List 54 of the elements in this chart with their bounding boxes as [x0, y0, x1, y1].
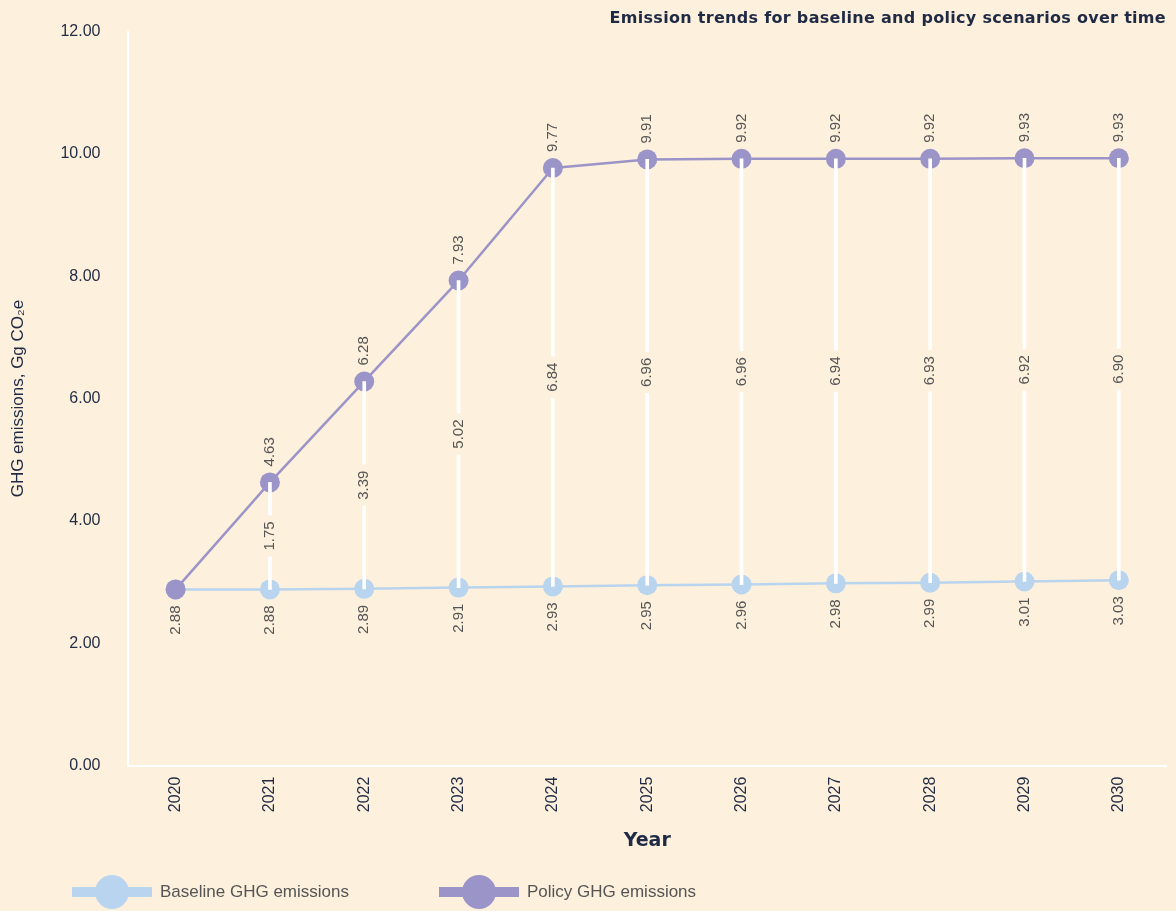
x-tick-label: 2024	[543, 776, 561, 813]
x-tick-label: 2028	[920, 776, 938, 813]
y-tick-label: 6.00	[69, 389, 101, 407]
data-label: 6.90	[1108, 354, 1126, 384]
data-label: 2.96	[731, 600, 749, 630]
data-label: 2.88	[165, 605, 183, 635]
legend-label: Policy GHG emissions	[526, 882, 697, 902]
data-label: 3.03	[1108, 596, 1126, 626]
data-label: 4.63	[260, 437, 278, 467]
data-label: 2.99	[920, 598, 938, 628]
data-label: 9.92	[826, 113, 844, 143]
data-label: 2.93	[543, 602, 561, 632]
data-label: 7.93	[448, 235, 466, 265]
y-tick-label: 0.00	[69, 756, 101, 774]
data-label: 9.92	[731, 113, 749, 143]
y-tick-label: 12.00	[60, 22, 101, 40]
data-label: 6.28	[354, 336, 372, 366]
data-label: 9.91	[637, 114, 655, 144]
x-tick-label: 2023	[448, 776, 466, 813]
legend-label: Baseline GHG emissions	[160, 882, 349, 902]
data-label: 3.39	[354, 470, 372, 500]
x-axis-title: Year	[622, 827, 672, 850]
data-label: 9.77	[543, 122, 561, 152]
data-label: 3.01	[1014, 597, 1032, 627]
data-label: 6.84	[543, 362, 561, 392]
y-tick-label: 4.00	[69, 511, 101, 529]
data-label: 6.93	[920, 356, 938, 386]
x-tick-label: 2022	[354, 776, 372, 813]
x-tick-label: 2027	[826, 776, 844, 813]
x-tick-label: 2029	[1014, 776, 1032, 813]
x-tick-label: 2025	[637, 776, 655, 813]
data-label: 2.89	[354, 604, 372, 635]
data-label: 6.94	[826, 356, 844, 386]
x-tick-label: 2026	[731, 776, 749, 813]
y-tick-label: 8.00	[69, 266, 101, 284]
y-tick-label: 2.00	[69, 633, 101, 651]
data-label: 9.93	[1014, 113, 1032, 143]
chart-title: Emission trends for baseline and policy scenarios over time	[609, 8, 1166, 27]
data-label: 9.92	[920, 113, 938, 143]
data-label: 6.92	[1014, 355, 1032, 385]
data-label: 2.95	[637, 601, 655, 631]
data-label: 6.96	[731, 357, 749, 387]
y-axis-title: GHG emissions, Gg CO₂e	[7, 299, 27, 498]
data-label: 2.88	[260, 605, 278, 635]
data-label: 6.96	[637, 357, 655, 387]
x-tick-label: 2030	[1109, 776, 1127, 813]
data-label: 1.75	[260, 521, 278, 551]
x-tick-label: 2020	[166, 776, 184, 813]
data-label: 2.98	[826, 599, 844, 629]
data-label: 2.91	[448, 603, 466, 633]
x-tick-label: 2021	[260, 776, 278, 813]
y-tick-label: 10.00	[60, 144, 101, 162]
data-label: 9.93	[1108, 113, 1126, 143]
data-label: 5.02	[448, 419, 466, 449]
